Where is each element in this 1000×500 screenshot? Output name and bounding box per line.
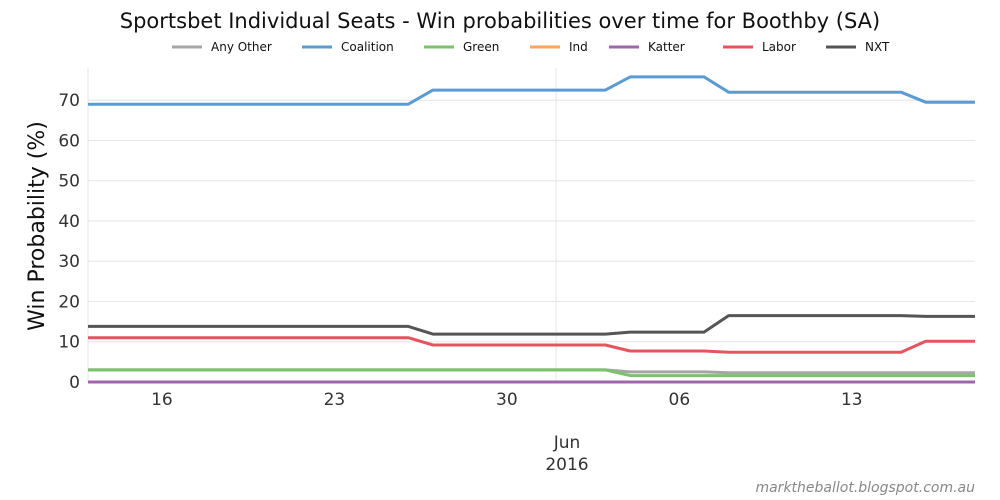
series-lines (88, 75, 975, 384)
y-tick-label: 0 (69, 373, 80, 393)
legend: Any Other Coalition Green Ind Katter Labor NXT (172, 40, 890, 54)
x-tick-label: 13 (841, 390, 863, 410)
y-tick-label: 60 (58, 131, 80, 151)
legend-label-katter: Katter (648, 40, 685, 54)
x-month-label: Jun (553, 433, 581, 453)
y-tick-label: 40 (58, 212, 80, 232)
x-year-label: 2016 (545, 455, 588, 475)
x-tick-label: 30 (496, 390, 518, 410)
x-tick-label: 23 (324, 390, 346, 410)
series-line-coalition (88, 75, 975, 106)
y-tick-label: 70 (58, 91, 80, 111)
y-tick-label: 50 (58, 172, 80, 192)
series-line-green (88, 368, 975, 378)
legend-label-any-other: Any Other (211, 40, 272, 54)
y-axis-label: Win Probability (%) (25, 121, 50, 331)
y-tick-label: 20 (58, 292, 80, 312)
legend-label-ind: Ind (569, 40, 588, 54)
x-tick-label: 06 (669, 390, 691, 410)
legend-label-green: Green (463, 40, 499, 54)
chart-title: Sportsbet Individual Seats - Win probabi… (120, 9, 880, 33)
credit: marktheballot.blogspot.com.au (755, 480, 975, 496)
series-line-nxt (88, 314, 975, 336)
x-tick-label: 16 (151, 390, 173, 410)
legend-label-coalition: Coalition (341, 40, 394, 54)
legend-label-labor: Labor (762, 40, 796, 54)
y-tick-label: 30 (58, 252, 80, 272)
series-line-labor (88, 336, 975, 354)
legend-label-nxt: NXT (865, 40, 890, 54)
axis-ticks: 0 10 20 30 40 50 60 70 16 23 30 06 13 (58, 91, 862, 410)
y-tick-label: 10 (58, 333, 80, 353)
